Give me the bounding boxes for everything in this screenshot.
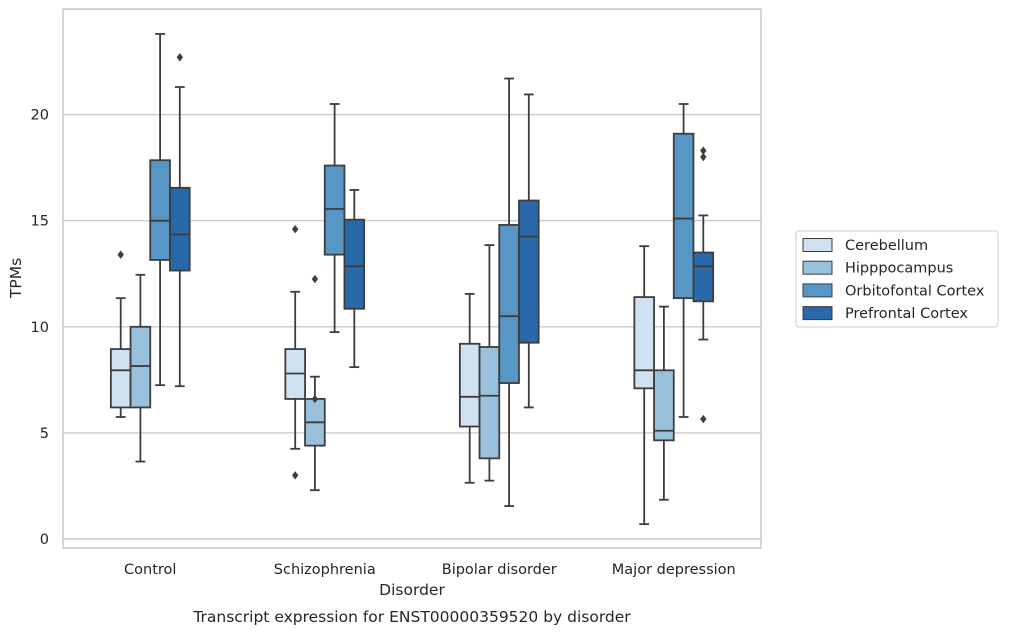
box <box>323 103 346 334</box>
x-axis-label: Disorder <box>379 581 445 599</box>
y-tick-label: 20 <box>31 108 49 124</box>
box <box>672 103 695 418</box>
x-tick-labels: Control Schizophrenia Bipolar disorder Majo… <box>124 562 736 578</box>
legend-swatch <box>802 306 833 321</box>
legend-item: Orbitofontal Cortex <box>802 283 985 299</box>
box-body <box>478 346 501 460</box>
y-axis-label: TPMs <box>7 258 25 299</box>
y-tick-label: 10 <box>31 320 49 336</box>
box-body <box>458 342 481 428</box>
outlier-point <box>700 146 707 155</box>
y-tick-label: 5 <box>40 426 49 442</box>
legend-label: Cerebellum <box>845 238 928 254</box>
legend-label: Orbitofontal Cortex <box>845 283 985 299</box>
box <box>343 189 366 369</box>
legend-swatch <box>802 283 833 298</box>
box <box>653 305 675 501</box>
box-body <box>498 224 520 384</box>
box <box>284 224 306 480</box>
box-body <box>692 251 715 303</box>
box <box>129 273 152 463</box>
box-body <box>343 218 366 310</box>
box <box>518 93 540 409</box>
box-body <box>109 348 132 409</box>
box <box>633 245 655 526</box>
box <box>169 53 191 388</box>
box-body <box>169 186 191 272</box>
x-tick-label: Schizophrenia <box>274 562 376 578</box>
box-group <box>109 33 191 463</box>
box-body <box>129 325 152 409</box>
box-body <box>672 132 695 300</box>
outlier-point <box>292 471 299 480</box>
y-tick-label: 0 <box>40 532 49 548</box>
box <box>692 146 715 424</box>
box-group <box>284 103 366 492</box>
box <box>109 250 132 418</box>
box <box>458 293 481 484</box>
x-tick-label: Control <box>124 562 176 578</box>
box <box>498 77 520 508</box>
plot-area <box>62 8 762 549</box>
x-tick-label: Bipolar disorder <box>442 562 557 578</box>
outlier-point <box>311 394 319 404</box>
box-body <box>633 296 655 390</box>
legend-item: Prefrontal Cortex <box>802 306 968 322</box>
legend-label: Hipppocampus <box>845 261 953 277</box>
legend-label: Prefrontal Cortex <box>845 306 968 322</box>
box <box>149 33 171 387</box>
legend-item: Cerebellum <box>802 238 928 254</box>
chart-caption: Transcript expression for ENST0000035952… <box>192 608 631 626</box>
box-body <box>653 369 675 442</box>
box-groups <box>109 33 715 526</box>
box <box>478 244 501 482</box>
outlier-point <box>117 250 124 259</box>
y-tick-label: 15 <box>31 214 49 230</box>
outlier-point <box>311 274 319 284</box>
outlier-point <box>700 414 707 424</box>
legend: Cerebellum Hipppocampus Orbitofontal Corte… <box>795 230 999 328</box>
legend-swatch <box>802 260 833 275</box>
box-body <box>323 164 346 256</box>
x-tick-label: Major depression <box>612 562 736 578</box>
box-group <box>633 103 715 526</box>
legend-swatch <box>802 238 833 252</box>
legend-item: Hipppocampus <box>802 260 953 277</box>
legend-frame <box>795 230 999 328</box>
box-body <box>518 199 540 344</box>
box-group <box>458 77 540 508</box>
box <box>304 274 326 492</box>
y-tick-labels: 0 5 10 15 20 <box>31 108 49 548</box>
outlier-point <box>292 224 299 234</box>
outlier-point <box>700 152 707 162</box>
box-body <box>149 159 171 261</box>
outlier-point <box>176 53 183 62</box>
